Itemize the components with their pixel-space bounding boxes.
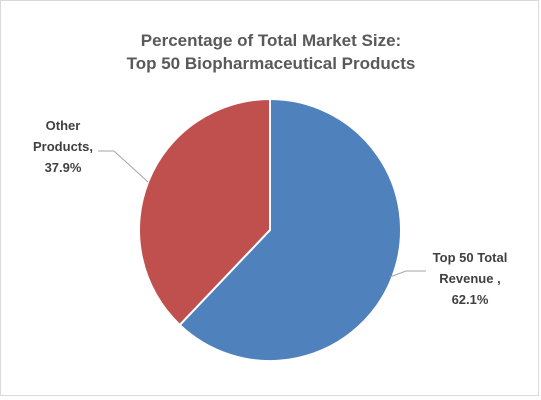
label-other-line-3: 37.9% bbox=[45, 160, 82, 175]
pie-slices bbox=[138, 97, 402, 362]
label-top50: Top 50 Total Revenue , 62.1% bbox=[389, 250, 508, 307]
leader-line-other bbox=[98, 150, 149, 183]
leader-line-top50 bbox=[389, 270, 426, 278]
label-top50-line-2: Revenue , bbox=[439, 271, 500, 286]
label-other-line-1: Other bbox=[46, 118, 81, 133]
label-other-line-2: Products, bbox=[33, 139, 93, 154]
label-top50-line-3: 62.1% bbox=[452, 292, 489, 307]
slice-other-products bbox=[138, 97, 271, 327]
chart-title-line-1: Percentage of Total Market Size: bbox=[141, 31, 401, 50]
label-top50-line-1: Top 50 Total bbox=[433, 250, 508, 265]
slice-top50-total-revenue bbox=[178, 97, 402, 362]
label-other: Other Products, 37.9% bbox=[33, 118, 149, 183]
chart-title: Percentage of Total Market Size: Top 50 … bbox=[127, 31, 416, 73]
chart-title-line-2: Top 50 Biopharmaceutical Products bbox=[127, 54, 416, 73]
